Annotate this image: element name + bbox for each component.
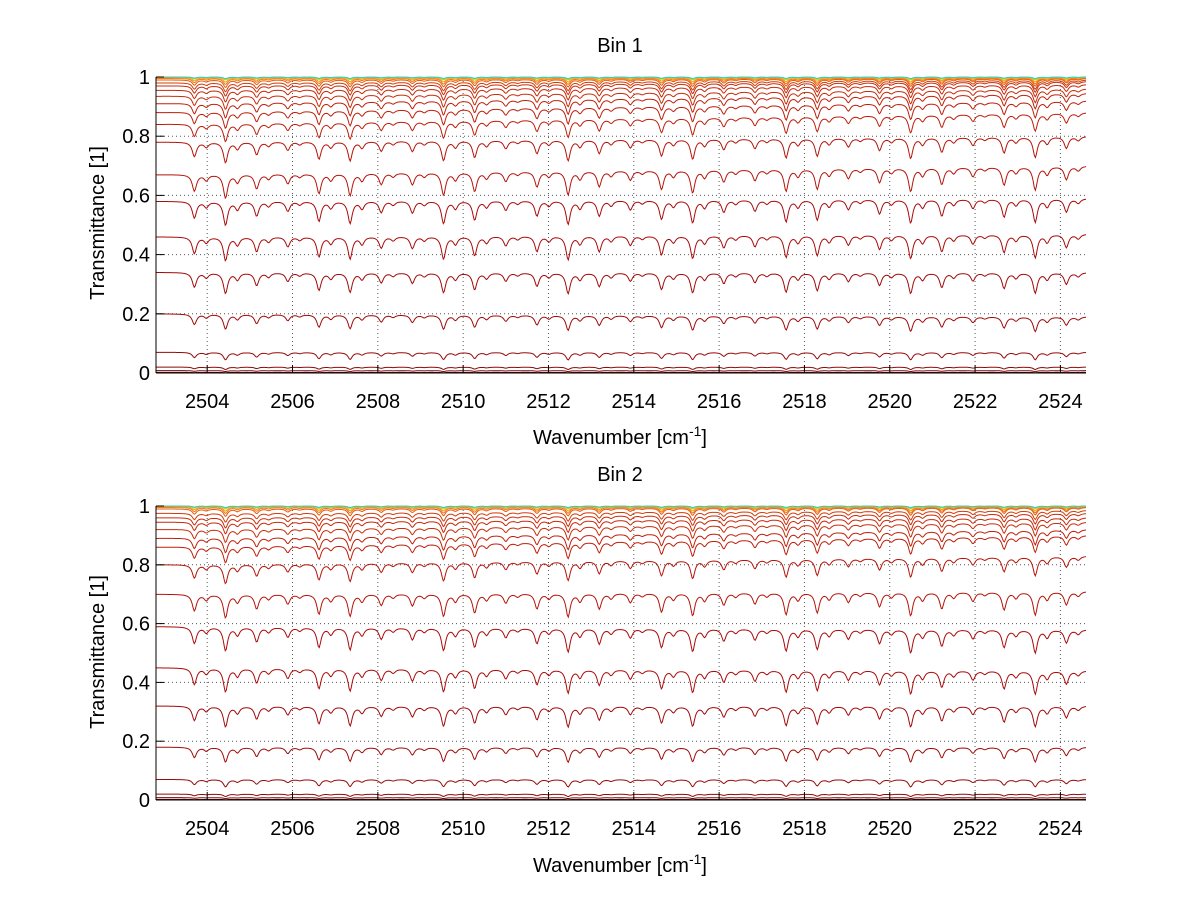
x-axis-label: Wavenumber [cm-1] [533,423,707,449]
y-tick-label: 0.4 [122,245,150,267]
x-tick-label: 2506 [270,818,315,840]
x-tick-label: 2522 [953,391,998,413]
series-line [155,517,1087,535]
series-line [156,136,1087,164]
series-line [155,529,1087,554]
y-tick-label: 0.2 [122,731,150,753]
x-tick-label: 2506 [270,391,315,413]
x-tick-label: 2512 [526,818,571,840]
x-axis-label-sup: -1 [689,423,702,439]
series-line [155,234,1087,262]
series-line [156,507,1087,517]
series-line [156,166,1087,200]
x-axis-label-main: Wavenumber [cm [533,427,689,449]
x-tick-label: 2514 [612,391,657,413]
series-line [155,313,1087,333]
series-line [155,535,1087,564]
x-tick-label: 2508 [356,818,401,840]
chart-panel-bin-1: Bin 1 Transmittance [1] Wavenumber [cm-1… [87,35,1087,449]
series-group [155,505,1087,801]
x-tick-label: 2514 [612,818,657,840]
series-line [155,272,1087,296]
y-tick-label: 0.6 [122,614,150,636]
y-tick-label: 0.2 [122,304,150,326]
y-tick-label: 0 [139,790,150,812]
x-tick-label: 2520 [868,818,913,840]
x-tick-label: 2516 [697,391,742,413]
x-tick-label: 2522 [953,818,998,840]
x-tick-label: 2508 [356,391,401,413]
x-tick-label: 2524 [1038,391,1083,413]
y-tick-label: 0.4 [122,672,150,694]
chart-title: Bin 2 [597,464,643,486]
y-tick-label: 1 [139,67,150,89]
series-line [155,112,1087,143]
y-tick-label: 0.6 [122,185,150,207]
series-line [155,522,1087,544]
series-line [156,797,1087,800]
series-line [155,626,1087,655]
y-axis-label: Transmittance [1] [87,575,109,729]
x-tick-label: 2516 [697,818,742,840]
series-line [156,366,1087,371]
grid [156,506,1086,800]
x-axis-label-main: Wavenumber [cm [533,855,689,877]
series-line [156,79,1087,93]
series-line [156,77,1087,86]
series-line [156,746,1087,764]
x-tick-label: 2512 [526,391,571,413]
series-line [155,705,1087,729]
series-line [156,505,1087,509]
series-line [155,591,1087,620]
series-line [155,84,1087,103]
series-line [155,81,1087,97]
series-line [156,76,1087,80]
y-tick-label: 0.8 [122,555,150,577]
series-line [156,556,1087,585]
series-line [156,510,1087,523]
x-axis-label: Wavenumber [cm-1] [533,851,707,877]
x-tick-label: 2504 [185,391,230,413]
series-line [155,667,1087,696]
y-tick-label: 0.8 [122,126,150,148]
series-line [155,100,1087,130]
x-tick-label: 2518 [782,391,827,413]
series-line [156,793,1087,798]
series-line [156,370,1087,373]
chart-title: Bin 1 [597,35,643,57]
series-line [155,513,1087,529]
series-group [155,76,1087,374]
y-tick-label: 0 [139,363,150,385]
series-line [156,506,1087,514]
x-tick-label: 2510 [441,391,486,413]
series-line [155,93,1087,119]
x-axis-label-end: ] [701,855,707,877]
y-tick-label: 1 [139,496,150,518]
x-tick-label: 2504 [185,818,230,840]
x-tick-label: 2520 [868,391,913,413]
y-axis-label: Transmittance [1] [87,146,109,300]
series-line [155,778,1087,788]
series-line [155,198,1087,227]
grid [156,77,1086,373]
chart-panel-bin-2: Bin 2 Transmittance [1] Wavenumber [cm-1… [87,464,1087,877]
series-line [155,351,1087,361]
x-axis-label-end: ] [701,427,707,449]
x-tick-label: 2510 [441,818,486,840]
series-line [156,78,1087,88]
x-tick-label: 2518 [782,818,827,840]
x-axis-label-sup: -1 [689,851,702,867]
x-tick-label: 2524 [1038,818,1083,840]
series-line [155,88,1087,111]
